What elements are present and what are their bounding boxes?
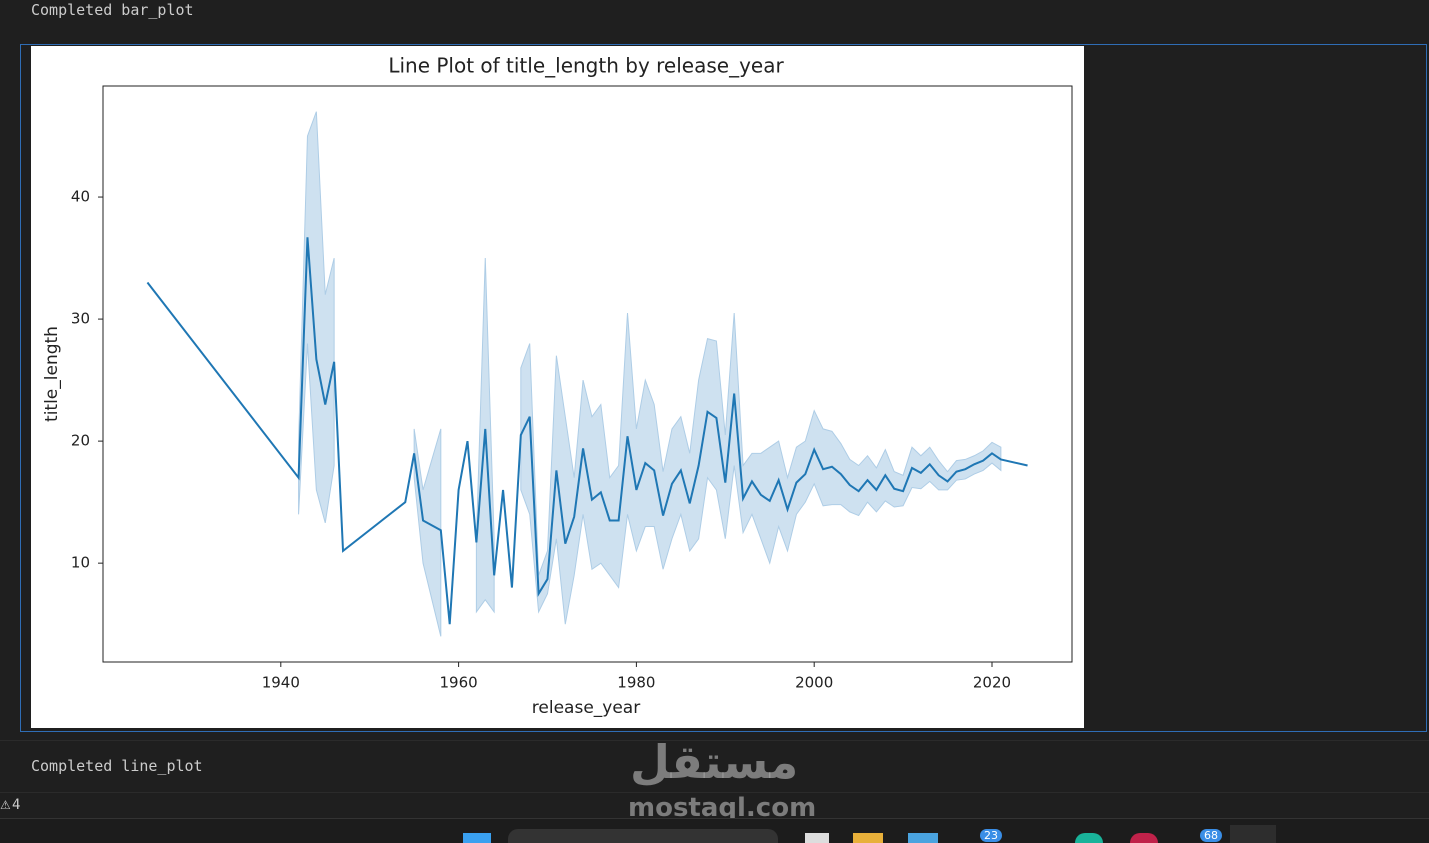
- separator: [0, 740, 1429, 741]
- app-icon[interactable]: [1075, 833, 1103, 843]
- x-tick-label: 1960: [440, 674, 478, 692]
- app-icon[interactable]: [1130, 833, 1158, 843]
- confidence-band: [298, 111, 335, 524]
- watermark-arabic: مستقل: [630, 735, 799, 789]
- x-axis-label: release_year: [532, 698, 640, 718]
- x-tick-label: 1940: [262, 674, 300, 692]
- line: [146, 237, 1028, 625]
- app-icon[interactable]: [853, 833, 883, 843]
- separator: [0, 792, 1429, 793]
- app-icon[interactable]: [1230, 825, 1276, 843]
- y-tick-label: 10: [71, 554, 90, 572]
- x-tick-label: 1980: [617, 674, 655, 692]
- app-icon[interactable]: [908, 833, 938, 843]
- start-icon[interactable]: [463, 833, 491, 843]
- y-tick-label: 40: [71, 188, 90, 206]
- app-icon[interactable]: [805, 833, 829, 843]
- plot-frame: [102, 85, 1073, 663]
- x-tick-label: 2000: [795, 674, 833, 692]
- confidence-band: [413, 428, 442, 637]
- notification-badge: 68: [1200, 829, 1222, 842]
- warning-count[interactable]: 4: [12, 797, 21, 813]
- chart-title: Line Plot of title_length by release_yea…: [388, 54, 784, 78]
- cell-output: Completed bar_plot: [31, 1, 194, 19]
- taskbar: [0, 818, 1429, 843]
- y-tick-label: 30: [71, 310, 90, 328]
- notification-badge: 23: [980, 829, 1002, 842]
- cell-output: Completed line_plot: [31, 757, 203, 775]
- search-box[interactable]: [508, 829, 778, 843]
- y-tick-label: 20: [71, 432, 90, 450]
- confidence-band: [520, 312, 1002, 625]
- chart: Line Plot of title_length by release_yea…: [31, 46, 1084, 728]
- output-frame: [20, 44, 1427, 732]
- warning-icon: ⚠: [0, 798, 11, 812]
- y-axis-label: title_length: [42, 326, 62, 422]
- x-tick-label: 2020: [973, 674, 1011, 692]
